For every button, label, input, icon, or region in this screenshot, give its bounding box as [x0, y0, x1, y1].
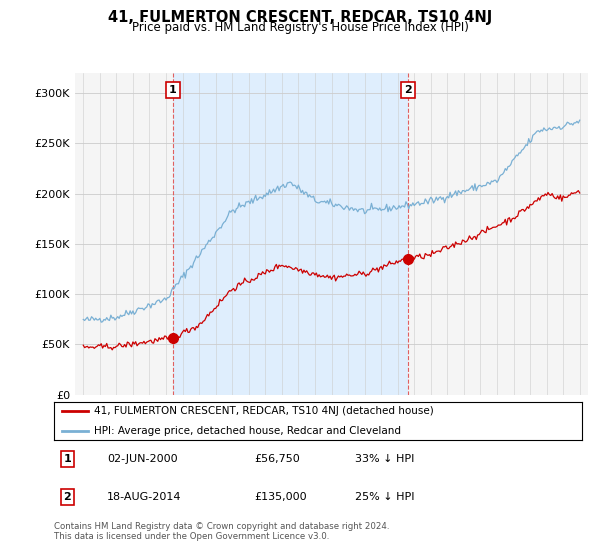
- Text: 2: 2: [404, 85, 412, 95]
- Bar: [173, 73, 408, 395]
- Text: 1: 1: [169, 85, 177, 95]
- Text: 18-AUG-2014: 18-AUG-2014: [107, 492, 181, 502]
- Text: £56,750: £56,750: [254, 454, 301, 464]
- Text: Contains HM Land Registry data © Crown copyright and database right 2024.
This d: Contains HM Land Registry data © Crown c…: [54, 522, 389, 542]
- Text: 41, FULMERTON CRESCENT, REDCAR, TS10 4NJ (detached house): 41, FULMERTON CRESCENT, REDCAR, TS10 4NJ…: [94, 406, 433, 416]
- Text: 33% ↓ HPI: 33% ↓ HPI: [355, 454, 415, 464]
- Text: 25% ↓ HPI: 25% ↓ HPI: [355, 492, 415, 502]
- Text: 02-JUN-2000: 02-JUN-2000: [107, 454, 178, 464]
- Text: 1: 1: [64, 454, 71, 464]
- Text: £135,000: £135,000: [254, 492, 307, 502]
- Text: 41, FULMERTON CRESCENT, REDCAR, TS10 4NJ: 41, FULMERTON CRESCENT, REDCAR, TS10 4NJ: [108, 10, 492, 25]
- Text: 2: 2: [64, 492, 71, 502]
- Text: Price paid vs. HM Land Registry's House Price Index (HPI): Price paid vs. HM Land Registry's House …: [131, 21, 469, 34]
- Text: HPI: Average price, detached house, Redcar and Cleveland: HPI: Average price, detached house, Redc…: [94, 426, 401, 436]
